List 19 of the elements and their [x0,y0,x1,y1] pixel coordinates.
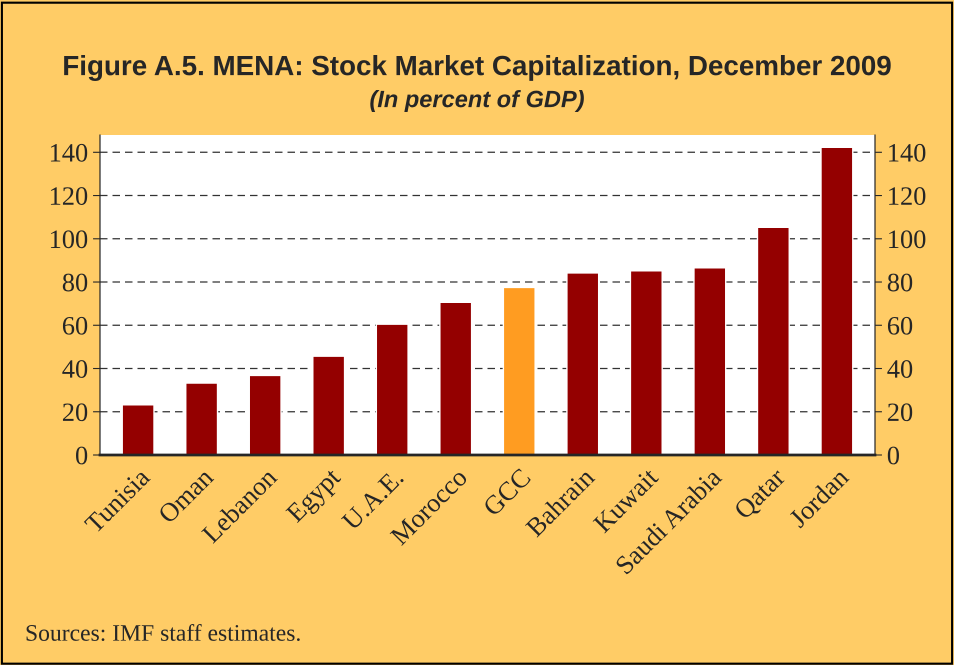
y2-tick-label: 100 [889,230,926,248]
y2-tick-label: 60 [888,316,912,335]
y2-tick-label: 140 [889,144,926,162]
source-note: Sources: IMF staff estimates. [26,624,300,642]
y-tick-label: 140 [50,144,88,162]
y-tick-label: 120 [50,187,88,205]
chart-subtitle: (In percent of GDP) [370,90,584,112]
y2-tick-label: 20 [888,403,912,422]
y2-tick-label: 120 [889,187,926,205]
y2-tick-label: 40 [887,360,912,378]
y-tick-label: 60 [62,316,88,335]
y-tick-label: 80 [62,274,88,292]
y2-tick-label: 80 [888,274,912,292]
chart-title: Figure A.5. MENA: Stock Market Capitalization, December 2009 [64,54,891,82]
y-tick-label: 20 [62,403,88,422]
y-tick-label: 40 [62,360,88,378]
y2-tick-label: 0 [888,446,899,464]
y-tick-label: 0 [76,446,88,464]
y-tick-label: 100 [50,230,88,248]
